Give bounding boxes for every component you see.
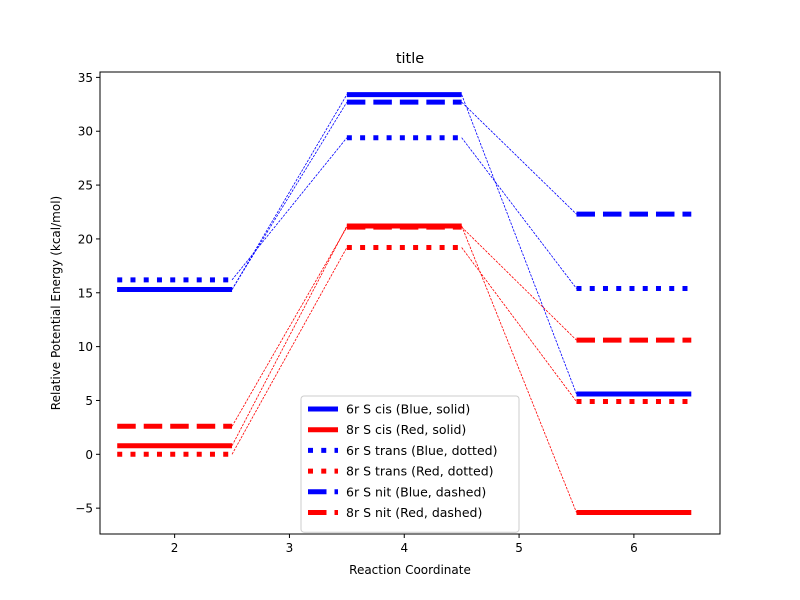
y-tick-label: 30 — [78, 125, 93, 139]
legend-label: 6r S nit (Blue, dashed) — [346, 484, 486, 499]
connector-line — [231, 101, 348, 290]
connector-line — [231, 94, 348, 290]
x-tick-label: 3 — [286, 541, 294, 555]
connector-line — [231, 226, 348, 427]
y-tick-label: 35 — [78, 71, 93, 85]
legend-label: 8r S nit (Red, dashed) — [346, 505, 482, 520]
connector-line — [461, 225, 577, 513]
connector-line — [461, 226, 577, 341]
x-tick-label: 6 — [630, 541, 638, 555]
chart-title: title — [396, 51, 424, 67]
legend-label: 6r S cis (Blue, solid) — [346, 402, 470, 417]
y-tick-label: 0 — [85, 448, 93, 462]
legend-label: 8r S trans (Red, dotted) — [346, 464, 494, 479]
connector-line — [461, 137, 577, 289]
x-tick-label: 4 — [400, 541, 408, 555]
y-tick-label: 20 — [78, 232, 93, 246]
y-tick-label: 15 — [78, 286, 93, 300]
legend-box — [300, 395, 520, 533]
connector-line — [461, 94, 577, 395]
connector-line — [461, 247, 577, 402]
legend-label: 8r S cis (Red, solid) — [346, 422, 466, 437]
y-axis-label: Relative Potential Energy (kcal/mol) — [49, 196, 63, 410]
connector-line — [461, 101, 577, 215]
axes-frame — [99, 71, 721, 535]
legend-label: 6r S trans (Blue, dotted) — [346, 443, 497, 458]
legend: 6r S cis (Blue, solid) 8r S cis (Red, sol… — [300, 395, 520, 533]
x-tick-label: 5 — [515, 541, 523, 555]
connector-line — [231, 225, 348, 446]
y-tick-label: 25 — [78, 179, 93, 193]
x-tick-label: 2 — [171, 541, 179, 555]
y-tick-label: 5 — [85, 394, 93, 408]
y-tick-label: −5 — [75, 502, 93, 516]
connector-line — [231, 247, 348, 455]
y-tick-label: 10 — [78, 340, 93, 354]
x-axis-label: Reaction Coordinate — [349, 563, 471, 577]
connector-line — [231, 137, 348, 281]
